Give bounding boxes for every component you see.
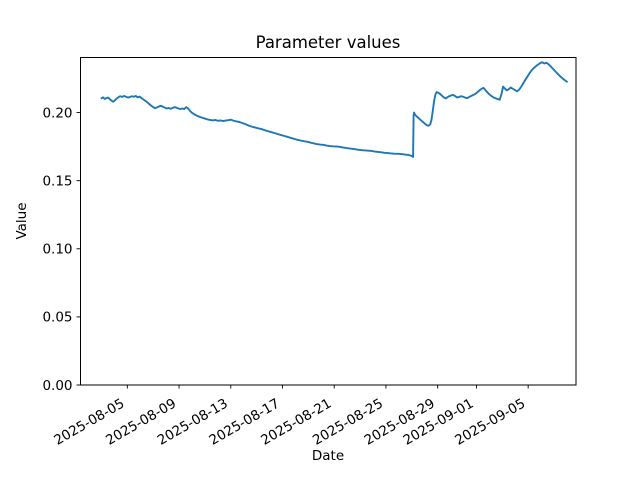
y-tick-label: 0.00 xyxy=(42,378,72,394)
x-axis-ticks: 2025-08-052025-08-092025-08-132025-08-17… xyxy=(51,385,529,449)
y-tick-label: 0.10 xyxy=(42,242,72,258)
plot-area xyxy=(80,57,577,386)
y-tick-label: 0.20 xyxy=(42,105,72,121)
chart-title: Parameter values xyxy=(256,33,401,52)
y-axis-label: Value xyxy=(14,202,30,239)
data-line-parameter-values xyxy=(100,61,568,158)
x-axis-label: Date xyxy=(312,448,344,464)
y-tick-label: 0.15 xyxy=(42,173,72,189)
y-axis-ticks: 0.00 0.05 0.10 0.15 0.20 xyxy=(42,105,80,394)
y-tick-label: 0.05 xyxy=(42,310,72,326)
